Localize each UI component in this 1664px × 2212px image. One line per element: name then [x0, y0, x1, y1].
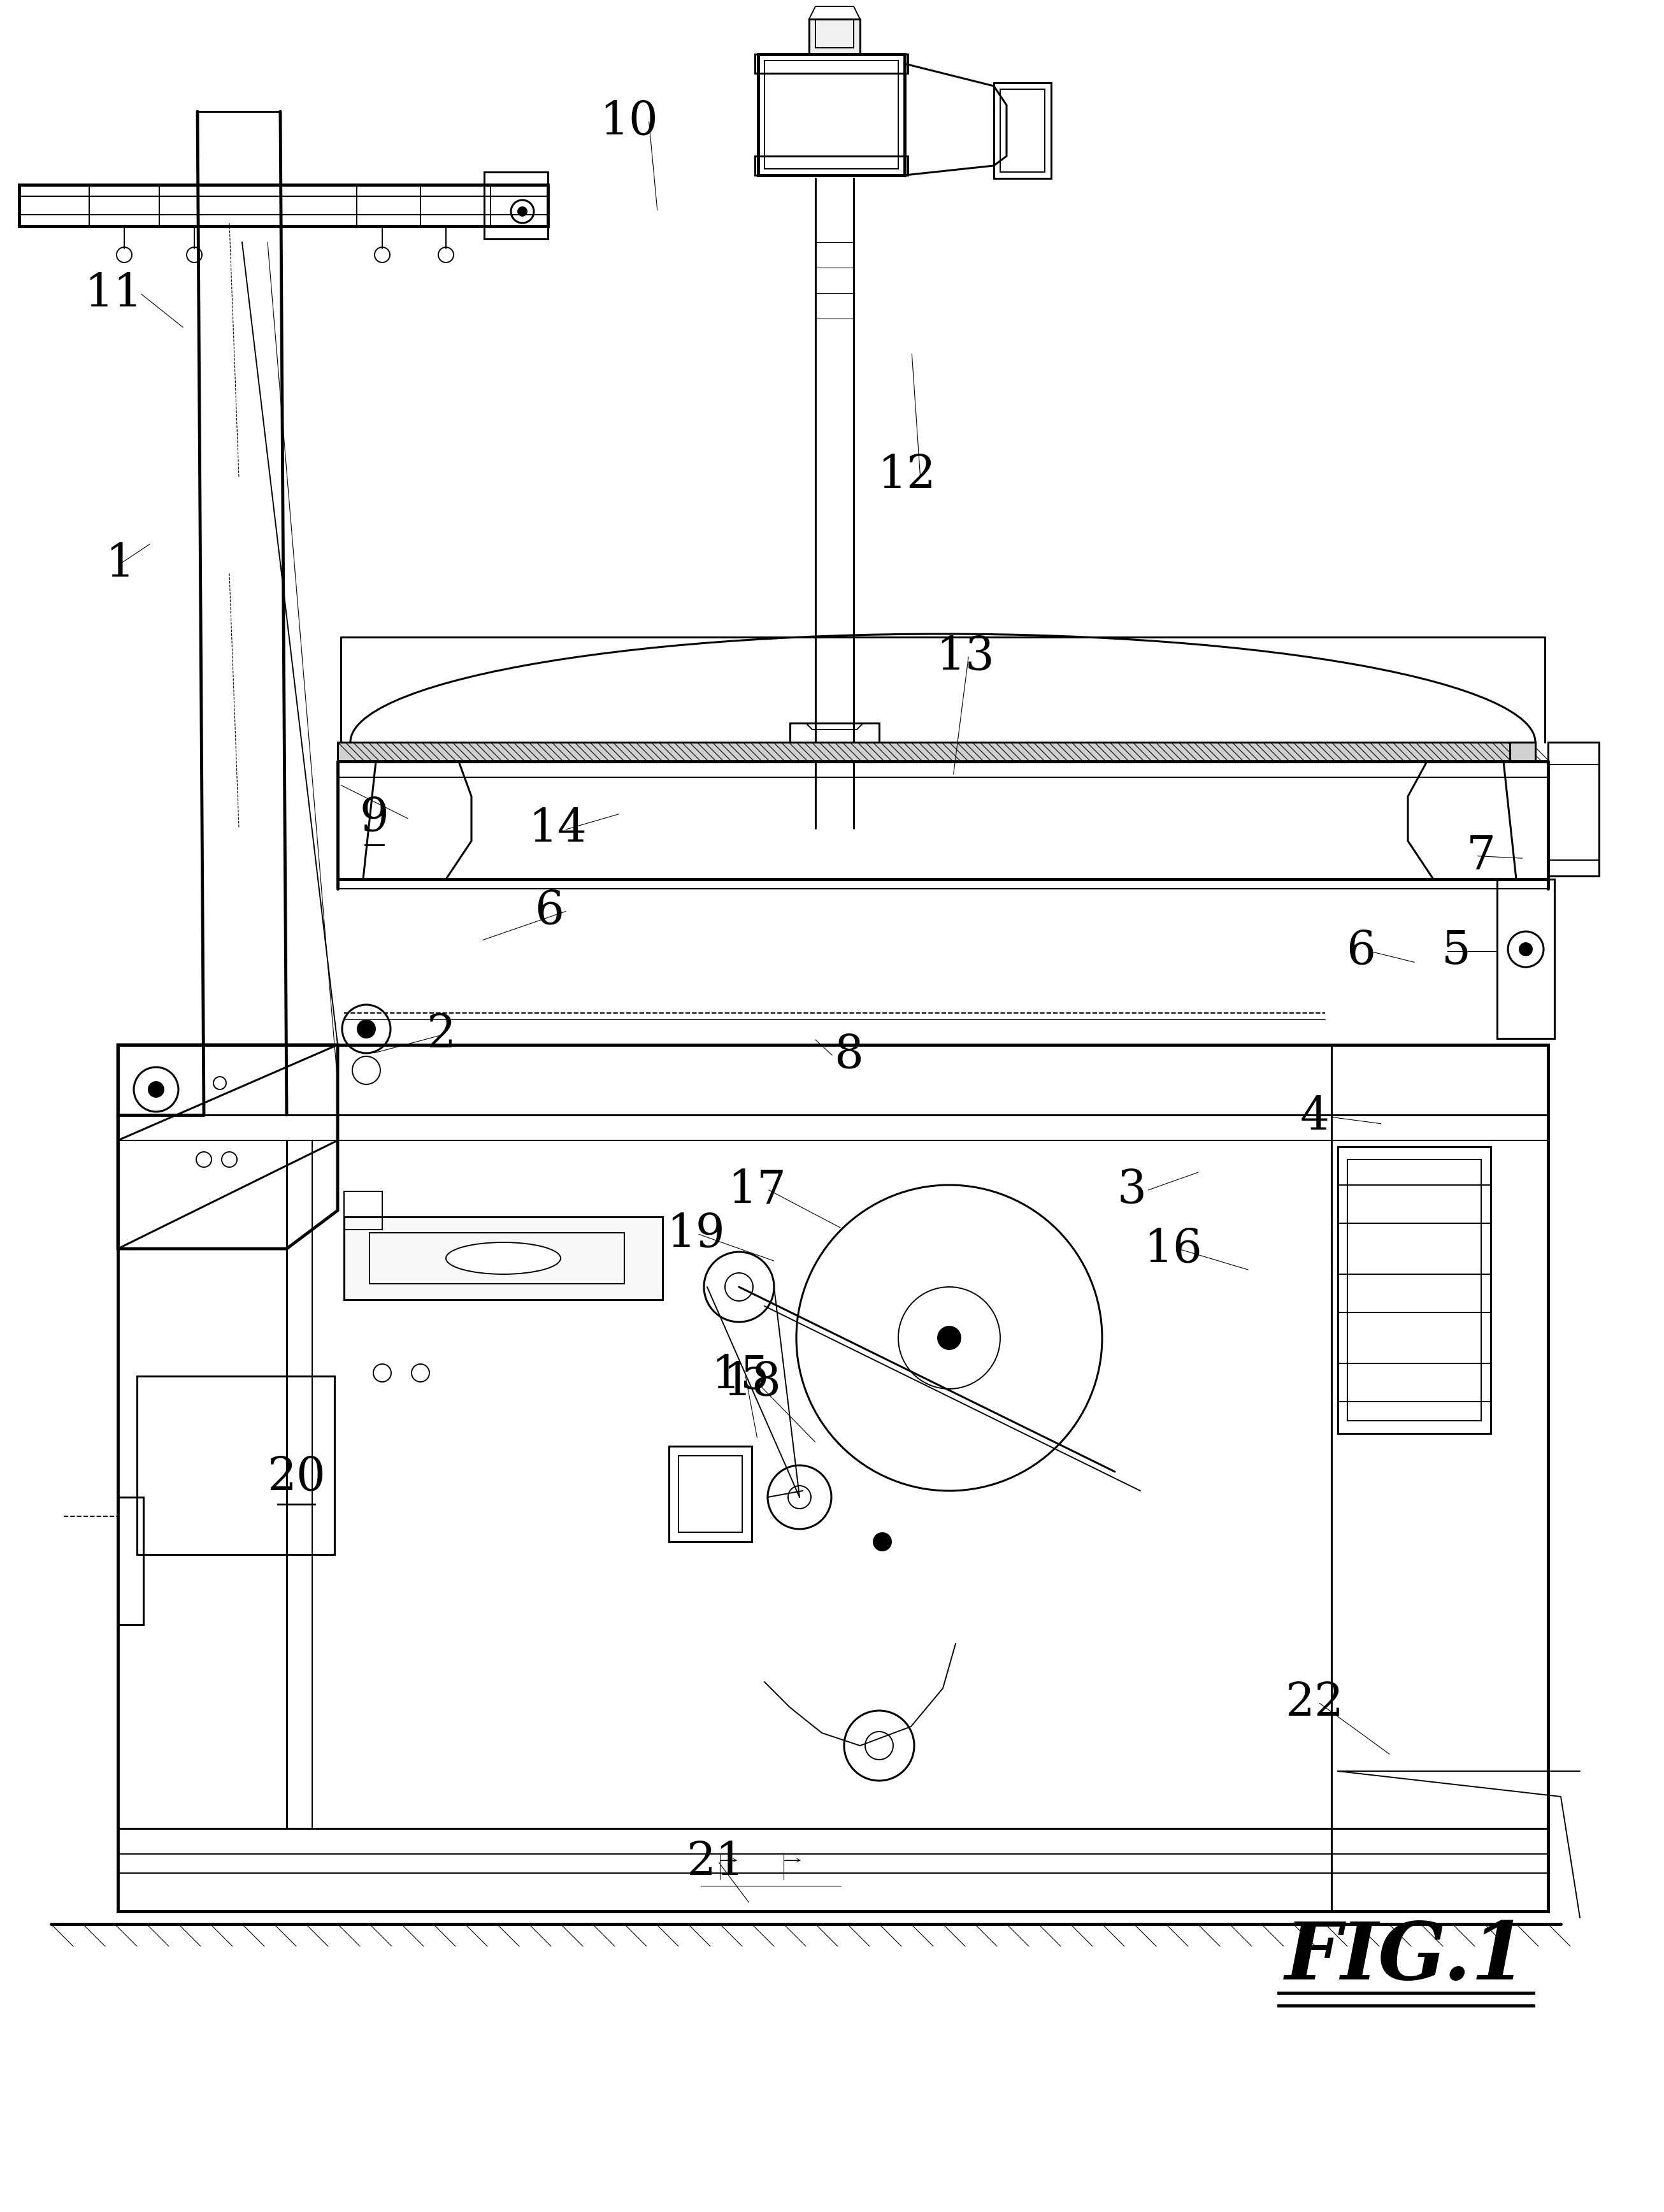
Bar	[136, 1376, 334, 1555]
Text: 10: 10	[599, 100, 659, 144]
Text: 12: 12	[877, 453, 937, 498]
Bar	[344, 1192, 383, 1230]
Text: 13: 13	[935, 635, 995, 679]
Bar	[484, 173, 547, 239]
Bar	[118, 1498, 143, 1624]
Text: 18: 18	[722, 1360, 782, 1405]
Text: 14: 14	[527, 807, 587, 852]
Circle shape	[1519, 942, 1533, 956]
Bar	[679, 1455, 742, 1533]
Text: 15: 15	[711, 1354, 770, 1398]
Bar	[759, 53, 905, 175]
Text: 6: 6	[534, 889, 564, 933]
Text: 1: 1	[105, 542, 135, 586]
Text: 5: 5	[1441, 929, 1471, 973]
Circle shape	[148, 1082, 163, 1097]
Bar	[815, 20, 854, 49]
Bar	[369, 1232, 624, 1283]
Text: 20: 20	[266, 1455, 326, 1500]
Bar	[809, 20, 860, 53]
Bar	[764, 60, 899, 168]
Bar	[1348, 1159, 1481, 1420]
Text: 2: 2	[426, 1013, 456, 1057]
Text: 8: 8	[834, 1033, 864, 1077]
Text: 22: 22	[1285, 1681, 1345, 1725]
Circle shape	[874, 1533, 892, 1551]
Bar	[344, 1217, 662, 1301]
Text: 9: 9	[359, 796, 389, 841]
Bar	[993, 82, 1052, 179]
Circle shape	[358, 1020, 374, 1037]
Bar	[18, 186, 547, 226]
Text: 4: 4	[1300, 1095, 1330, 1139]
Bar	[1498, 878, 1554, 1037]
Text: FIG.1: FIG.1	[1285, 1920, 1528, 1995]
Bar	[790, 723, 879, 759]
Text: 16: 16	[1143, 1228, 1203, 1272]
Circle shape	[518, 208, 527, 217]
Bar	[1338, 1146, 1491, 1433]
Bar	[755, 53, 909, 73]
Text: 7: 7	[1466, 834, 1496, 878]
Text: 6: 6	[1346, 929, 1376, 973]
Text: 3: 3	[1117, 1168, 1146, 1212]
Text: 11: 11	[83, 272, 143, 316]
Bar	[338, 743, 1536, 761]
Bar	[1548, 743, 1599, 876]
Bar	[1000, 88, 1045, 173]
Text: 17: 17	[727, 1168, 787, 1212]
Bar	[669, 1447, 752, 1542]
Bar	[1331, 1044, 1548, 1911]
Text: 21: 21	[686, 1840, 745, 1885]
Text: 19: 19	[666, 1212, 726, 1256]
Circle shape	[938, 1327, 960, 1349]
Bar	[755, 157, 909, 175]
Bar	[1509, 743, 1536, 761]
Bar	[118, 1044, 1548, 1911]
Ellipse shape	[446, 1243, 561, 1274]
